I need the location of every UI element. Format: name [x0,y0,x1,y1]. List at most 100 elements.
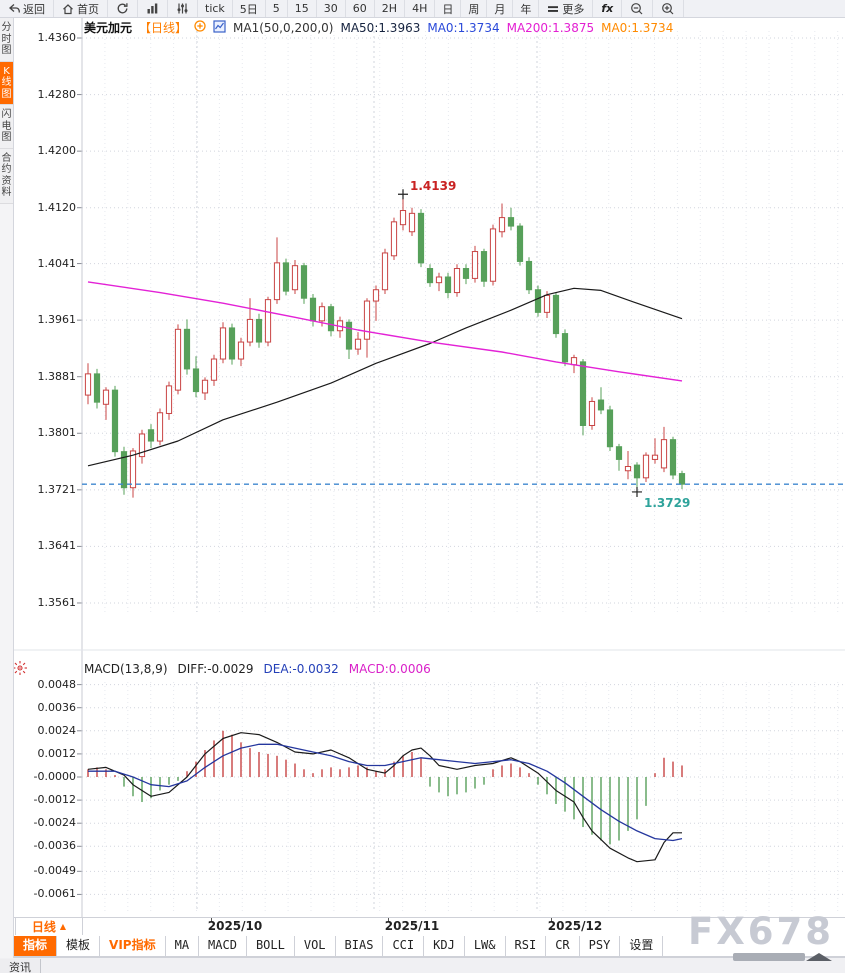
period-selector-label: 日线 [31,920,56,934]
macd-axis-label: -0.0024 [33,816,76,830]
x-axis-label-oct: 2025/10 [207,919,263,933]
home-button[interactable]: 首页 [54,0,108,17]
price-axis-label: 1.3641 [37,539,77,553]
macd-header: MACD(13,8,9) DIFF:-0.0029 DEA:-0.0032 MA… [84,662,431,676]
fx-icon: fx [601,2,614,15]
month-tick [211,918,212,922]
bar-chart-icon [146,2,159,15]
tab-indicators[interactable]: 指标 [14,936,58,956]
more-button[interactable]: 更多 [539,0,594,17]
indicator-tabs-row: 指标 模板 VIP指标 MA MACD BOLL VOL BIAS CCI KD… [14,936,845,957]
period-30m[interactable]: 30 [317,0,346,17]
refresh-icon [116,2,129,15]
sliders-icon [176,2,189,15]
macd-axis-label: -0.0036 [33,839,76,853]
period-2h[interactable]: 2H [375,0,406,17]
high-price-annotation: 1.4139 [410,179,457,194]
month-tick [388,918,389,922]
period-4h[interactable]: 4H [405,0,436,17]
price-axis-label: 1.3801 [37,426,77,440]
timeframe-label: 【日线】 [139,21,188,35]
period-5m[interactable]: 5 [266,0,288,17]
back-label: 返回 [23,2,45,16]
period-60m[interactable]: 60 [346,0,375,17]
price-axis-label: 1.4360 [37,31,77,44]
zoom-out-icon [630,2,644,16]
horizontal-scrollbar[interactable] [733,953,805,961]
tab-cr[interactable]: CR [546,936,580,956]
ma0-orange-value: MA0:1.3734 [601,20,674,35]
line-chart-icon[interactable] [213,19,226,36]
tab-bias[interactable]: BIAS [336,936,384,956]
ma-settings-label: MA1(50,0,200,0) [233,20,334,35]
macd-dea-value: DEA:-0.0032 [263,662,339,676]
macd-title: MACD(13,8,9) [84,662,168,676]
news-tab[interactable]: 资讯 [0,959,41,973]
period-week[interactable]: 周 [461,0,488,17]
macd-hist-value: MACD:0.0006 [348,662,431,676]
tab-cci[interactable]: CCI [383,936,425,956]
price-axis-label: 1.3721 [37,482,77,496]
zoom-out-button[interactable] [622,0,654,17]
indicator-settings-button[interactable] [168,0,198,17]
price-axis-label: 1.4120 [37,200,77,214]
x-axis-label-dec: 2025/12 [547,919,603,933]
ma0-blue-value: MA0:1.3734 [427,20,500,35]
price-axis-label: 1.4041 [37,256,77,270]
price-axis-label: 1.4280 [37,87,77,101]
symbol-name: 美元加元 [84,21,133,35]
refresh-button[interactable] [108,0,138,17]
tab-psy[interactable]: PSY [580,936,621,956]
add-symbol-icon[interactable] [194,20,206,35]
sidebar-tab-lightning-chart[interactable]: 闪电图 [0,105,13,149]
month-tick [551,918,552,922]
tab-lw[interactable]: LW& [465,936,506,956]
left-sidebar: 分时图 K线图 闪电图 合约资料 [0,18,14,958]
tab-boll[interactable]: BOLL [247,936,295,956]
period-day[interactable]: 日 [435,0,462,17]
ma50-value: MA50:1.3963 [340,20,421,35]
drawing-tool-icon[interactable] [12,660,28,680]
macd-axis-label: 0.0024 [37,723,77,737]
price-axis-label: 1.3561 [37,595,77,609]
macd-diff-value: DIFF:-0.0029 [177,662,254,676]
macd-axis-label: -0.0000 [33,770,76,783]
tab-vol[interactable]: VOL [295,936,336,956]
collapse-panel-arrow[interactable] [806,953,832,961]
back-button[interactable]: 返回 [0,0,54,17]
period-month[interactable]: 月 [487,0,514,17]
tab-templates[interactable]: 模板 [57,936,101,956]
period-15m[interactable]: 15 [288,0,317,17]
price-axis-label: 1.3881 [37,369,77,383]
sidebar-tab-time-chart[interactable]: 分时图 [0,18,13,62]
formula-button[interactable]: fx [593,0,623,17]
home-icon [62,3,74,15]
chart-type-button[interactable] [138,0,168,17]
period-5d[interactable]: 5日 [233,0,266,17]
price-axis-label: 1.3961 [37,313,77,327]
macd-axis-label: 0.0012 [37,746,77,760]
period-year[interactable]: 年 [513,0,540,17]
hamburger-icon [547,4,559,14]
zoom-in-button[interactable] [653,0,685,17]
triangle-up-icon: ▲ [59,922,67,931]
macd-axis-label: -0.0049 [33,864,76,878]
period-selector-button[interactable]: 日线 ▲ [15,918,83,935]
top-toolbar: 返回 首页 tick 5日 5 15 30 60 2H 4H 日 周 月 年 更… [0,0,845,18]
low-price-annotation: 1.3729 [644,495,691,510]
tab-kdj[interactable]: KDJ [424,936,465,956]
tab-vip-indicators[interactable]: VIP指标 [100,936,166,956]
sidebar-tab-candle-chart[interactable]: K线图 [0,61,13,105]
macd-axis-label: 0.0048 [37,677,77,691]
tab-rsi[interactable]: RSI [506,936,547,956]
tab-settings[interactable]: 设置 [620,936,664,956]
tab-macd[interactable]: MACD [199,936,247,956]
sidebar-tab-contract-info[interactable]: 合约资料 [0,148,13,204]
macd-axis-label: 0.0036 [37,700,77,714]
period-tick[interactable]: tick [198,0,233,17]
more-label: 更多 [562,2,585,16]
tab-ma[interactable]: MA [166,936,200,956]
macd-axis-label: -0.0012 [33,793,76,807]
back-icon [8,3,20,15]
